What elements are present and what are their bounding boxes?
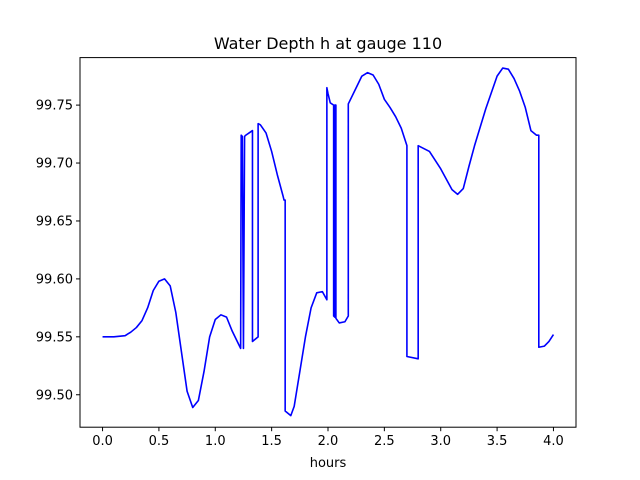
y-tick-label: 99.65 xyxy=(36,214,73,229)
x-tick-label: 0.0 xyxy=(92,434,113,449)
x-tick-label: 0.5 xyxy=(149,434,170,449)
y-tick-label: 99.70 xyxy=(36,157,73,172)
axis-ticks xyxy=(76,104,554,432)
y-tick-label: 99.75 xyxy=(36,99,73,114)
x-tick-label: 3.0 xyxy=(430,434,451,449)
axis-tick-labels: 0.0 0.5 1.0 1.5 2.0 2.5 3.0 3.5 4.0 99.50 99.55 99.… xyxy=(36,99,564,450)
x-tick-label: 2.5 xyxy=(374,434,395,449)
y-tick-label: 99.60 xyxy=(36,272,73,287)
x-tick-label: 4.0 xyxy=(543,434,564,449)
x-tick-label: 3.5 xyxy=(487,434,508,449)
chart-title: Water Depth h at gauge 110 xyxy=(214,34,442,53)
plot-area-frame xyxy=(79,57,577,428)
x-axis-label: hours xyxy=(310,456,347,471)
series-line xyxy=(102,67,555,417)
y-tick-label: 99.50 xyxy=(36,388,73,403)
x-tick-label: 1.0 xyxy=(205,434,226,449)
y-tick-label: 99.55 xyxy=(36,330,73,345)
x-tick-label: 1.5 xyxy=(261,434,282,449)
x-tick-label: 2.0 xyxy=(318,434,339,449)
